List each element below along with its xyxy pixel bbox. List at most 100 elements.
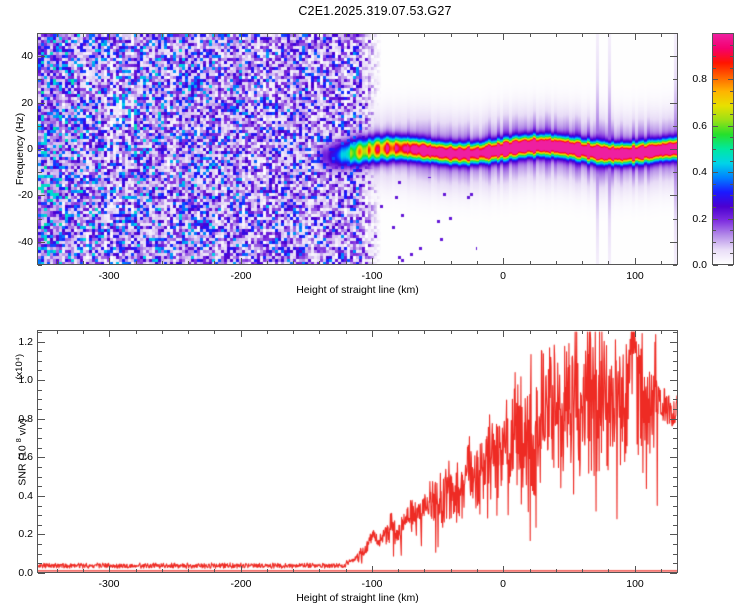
tick-mark: [728, 265, 733, 266]
snr-ytick-label: 0.0: [18, 567, 33, 579]
tick-mark: [424, 33, 425, 37]
spectrogram-xtick-label: -200: [230, 270, 252, 282]
tick-mark: [38, 332, 42, 333]
tick-mark: [38, 554, 42, 555]
tick-mark: [109, 258, 110, 265]
tick-mark: [503, 258, 504, 265]
tick-mark: [556, 33, 557, 37]
tick-mark: [730, 161, 733, 162]
tick-mark: [713, 114, 716, 115]
tick-mark: [673, 467, 677, 468]
spectrogram-ytick-label: 20: [21, 97, 33, 109]
tick-mark: [38, 219, 42, 220]
tick-mark: [713, 91, 716, 92]
tick-mark: [398, 33, 399, 37]
tick-mark: [57, 330, 58, 334]
colorbar-tick-label: 0.0: [692, 259, 707, 271]
tick-mark: [38, 544, 42, 545]
tick-mark: [241, 258, 242, 265]
tick-mark: [673, 486, 677, 487]
tick-mark: [162, 569, 163, 573]
tick-mark: [451, 569, 452, 573]
tick-mark: [635, 566, 636, 573]
tick-mark: [730, 56, 733, 57]
spectrogram-ylabel: Frequency (Hz): [14, 112, 26, 186]
tick-mark: [670, 103, 677, 104]
tick-mark: [608, 569, 609, 573]
tick-mark: [730, 33, 733, 34]
tick-mark: [109, 566, 110, 573]
tick-mark: [713, 207, 716, 208]
tick-mark: [136, 330, 137, 334]
tick-mark: [503, 33, 504, 40]
colorbar-tick-label: 0.4: [692, 166, 707, 178]
tick-mark: [38, 265, 42, 266]
tick-mark: [38, 380, 45, 381]
spectrogram-ytick-label: 0: [27, 143, 33, 155]
tick-mark: [673, 409, 677, 410]
tick-mark: [162, 261, 163, 265]
tick-mark: [556, 261, 557, 265]
tick-mark: [673, 126, 677, 127]
tick-mark: [38, 515, 42, 516]
tick-mark: [582, 569, 583, 573]
tick-mark: [713, 265, 718, 266]
tick-mark: [670, 380, 677, 381]
tick-mark: [38, 79, 42, 80]
tick-mark: [188, 330, 189, 334]
tick-mark: [38, 399, 42, 400]
tick-mark: [661, 33, 662, 37]
tick-mark: [38, 103, 45, 104]
tick-mark: [661, 261, 662, 265]
tick-mark: [670, 195, 677, 196]
tick-mark: [673, 428, 677, 429]
snr-xtick-label: -100: [361, 578, 383, 590]
tick-mark: [57, 261, 58, 265]
tick-mark: [713, 149, 716, 150]
tick-mark: [83, 569, 84, 573]
tick-mark: [608, 261, 609, 265]
tick-mark: [214, 261, 215, 265]
tick-mark: [38, 419, 45, 420]
tick-mark: [730, 91, 733, 92]
tick-mark: [398, 330, 399, 334]
tick-mark: [136, 33, 137, 37]
tick-mark: [673, 563, 677, 564]
snr-ytick-label: 0.8: [18, 413, 33, 425]
tick-mark: [267, 330, 268, 334]
tick-mark: [83, 33, 84, 37]
snr-canvas: [38, 331, 677, 572]
tick-mark: [730, 184, 733, 185]
snr-ytick-label: 0.2: [18, 528, 33, 540]
tick-mark: [38, 126, 42, 127]
tick-mark: [730, 195, 733, 196]
tick-mark: [319, 261, 320, 265]
tick-mark: [661, 569, 662, 573]
tick-mark: [372, 330, 373, 337]
tick-mark: [57, 569, 58, 573]
tick-mark: [38, 525, 42, 526]
tick-mark: [503, 330, 504, 337]
tick-mark: [38, 477, 42, 478]
tick-mark: [424, 330, 425, 334]
tick-mark: [38, 342, 45, 343]
tick-mark: [83, 261, 84, 265]
tick-mark: [293, 261, 294, 265]
tick-mark: [713, 56, 716, 57]
tick-mark: [673, 506, 677, 507]
tick-mark: [713, 45, 716, 46]
tick-mark: [713, 253, 716, 254]
tick-mark: [83, 330, 84, 334]
tick-mark: [136, 261, 137, 265]
tick-mark: [214, 330, 215, 334]
tick-mark: [673, 438, 677, 439]
tick-mark: [713, 33, 716, 34]
snr-xtick-label: 0: [500, 578, 506, 590]
tick-mark: [38, 351, 42, 352]
tick-mark: [730, 103, 733, 104]
tick-mark: [38, 448, 42, 449]
tick-mark: [713, 79, 718, 80]
tick-mark: [530, 330, 531, 334]
tick-mark: [673, 399, 677, 400]
tick-mark: [670, 56, 677, 57]
